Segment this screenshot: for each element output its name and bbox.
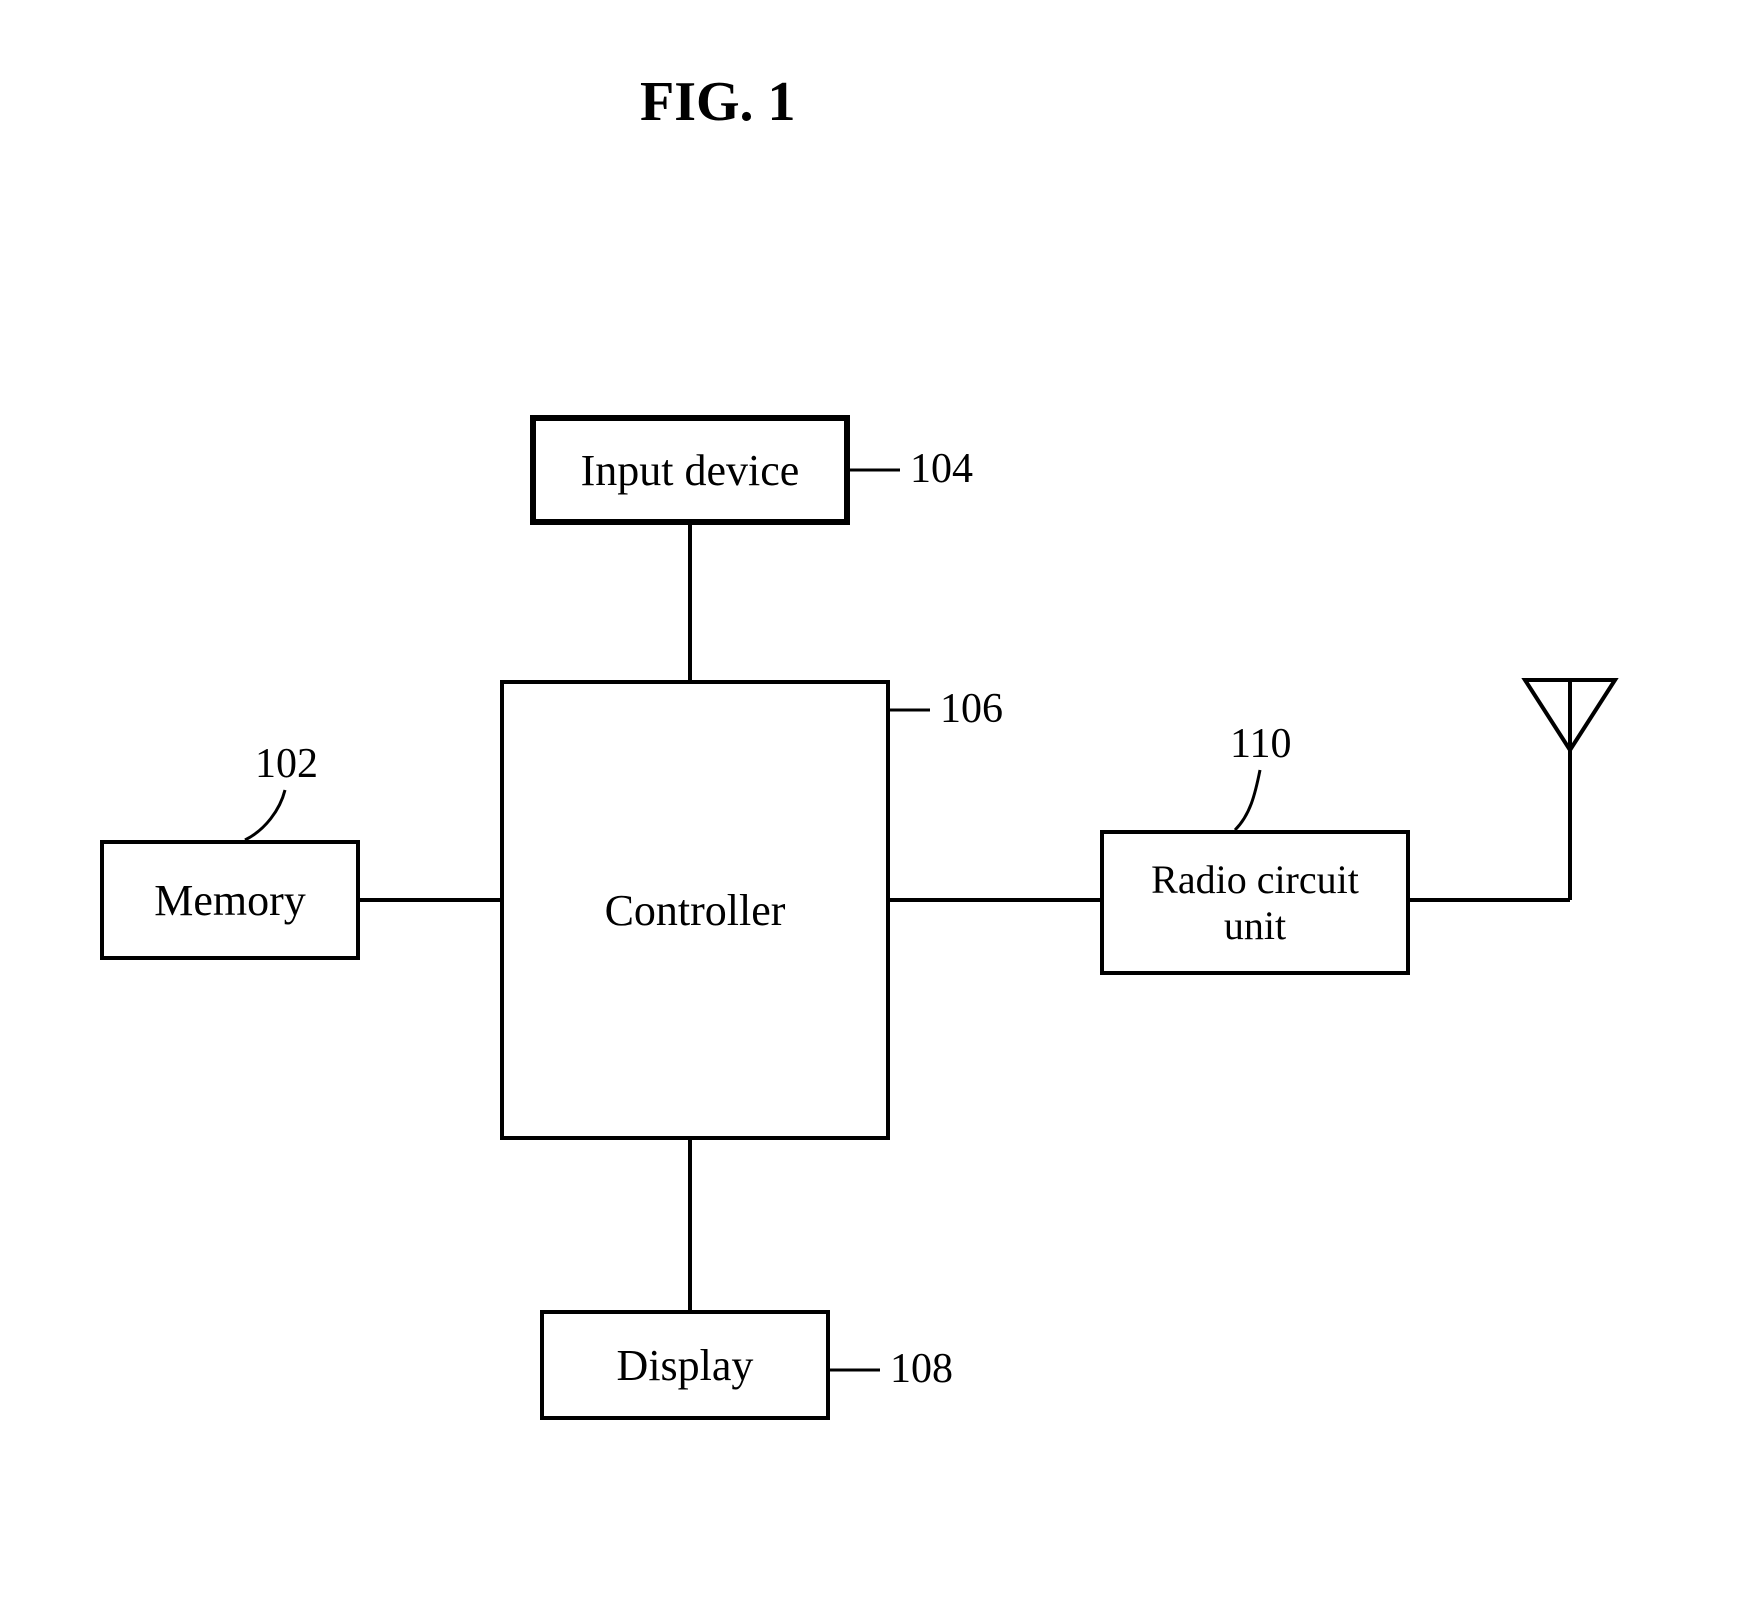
leader-line — [1235, 770, 1260, 830]
diagram-canvas: FIG. 1 Input device Controller Memory Ra… — [0, 0, 1741, 1618]
block-label: Radio circuitunit — [1151, 857, 1359, 949]
ref-106: 106 — [940, 685, 1003, 733]
ref-108: 108 — [890, 1345, 953, 1393]
block-display: Display — [540, 1310, 830, 1420]
ref-110: 110 — [1230, 720, 1291, 768]
block-label: Display — [617, 1340, 754, 1391]
antenna-icon — [1525, 680, 1615, 900]
block-label: Input device — [581, 445, 800, 496]
block-controller: Controller — [500, 680, 890, 1140]
ref-104: 104 — [910, 445, 973, 493]
leader-line — [245, 790, 285, 840]
block-label: Memory — [154, 875, 306, 926]
block-radio-circuit-unit: Radio circuitunit — [1100, 830, 1410, 975]
block-label: Controller — [605, 885, 786, 936]
block-input-device: Input device — [530, 415, 850, 525]
block-memory: Memory — [100, 840, 360, 960]
figure-title: FIG. 1 — [640, 70, 796, 134]
ref-102: 102 — [255, 740, 318, 788]
